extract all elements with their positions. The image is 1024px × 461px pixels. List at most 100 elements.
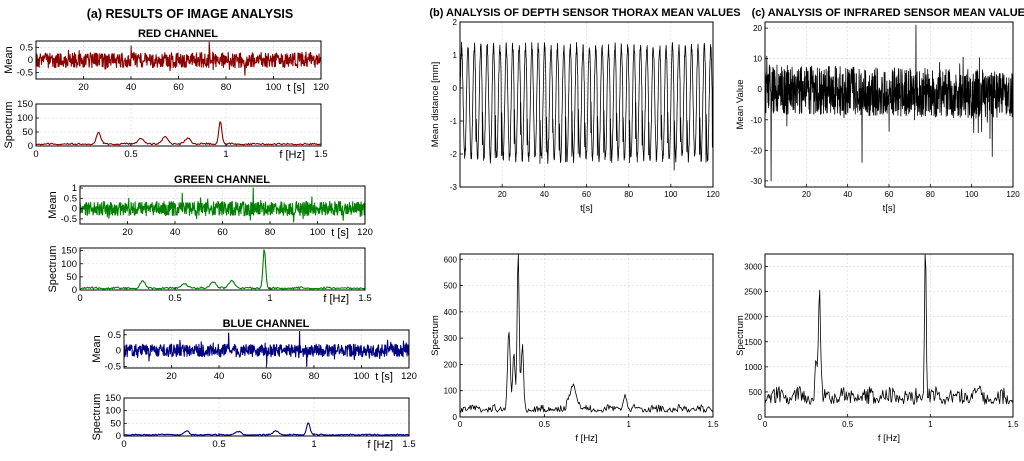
depth-time-xtick-label-3: 80 [624,190,633,199]
blue-mean-xlabel: t [s] [375,371,393,383]
green-spectrum-xtick-label-1: 0.5 [168,293,181,304]
green-mean-ytick-label-0: 1 [72,183,77,194]
blue-spectrum-ytick-label-2: 100 [105,406,121,417]
green-spectrum-ytick-label-0: 0 [72,285,77,296]
infrared-time-ytick-label-5: -30 [750,177,762,186]
red-mean-ytick-label-2: -0.5 [17,68,33,79]
infrared-spectrum-ytick-label-2: 1000 [744,363,762,372]
depth-time-xtick-label-1: 40 [540,190,549,199]
red-spectrum-ytick-label-3: 150 [17,99,33,110]
infrared-time-series-line [764,24,1014,182]
depth-time-chart: 20 40 60 80 100 120 2 1 0 -1 -2 -3 t[s] Mean distance… [430,18,720,214]
infrared-time-xtick-label-4: 100 [965,190,979,199]
green-spectrum-ytick-label-2: 100 [61,259,77,270]
depth-time-ytick-label-5: -3 [450,183,458,192]
green-mean-xtick-label-2: 60 [217,227,228,238]
infrared-time-xtick-label-0: 20 [802,190,811,199]
infrared-time-xlabel: t[s] [883,203,896,214]
red-spectrum-xlabel: f [Hz] [279,149,305,161]
depth-time-ytick-label-4: -2 [450,150,458,159]
depth-time-series-line [459,41,714,171]
blue-mean-xtick-label-0: 20 [166,371,177,382]
blue-mean-xtick-label-4: 100 [354,371,370,382]
infrared-time-ytick-label-1: 10 [753,55,762,64]
red-spectrum-xtick-label-2: 1 [223,149,228,160]
green-mean-xtick-label-5: 120 [357,227,373,238]
depth-spectrum-chart: 0 0.5 1 1.5 0 100 200 300 400 500 600 f [Hz] Spectru… [430,253,719,444]
infrared-spectrum-ytick-label-1: 500 [749,388,763,397]
infrared-spectrum-frame [764,253,1014,418]
red-mean-xtick-label-1: 40 [126,82,137,93]
infrared-time-ytick-label-2: 0 [758,85,763,94]
blue-spectrum-xtick-label-2: 1 [311,439,316,450]
depth-time-ytick-label-0: 2 [453,18,458,27]
blue-spectrum-ytick-label-1: 50 [110,418,121,429]
infrared-spectrum-xlabel: f [Hz] [878,433,900,444]
green-spectrum-ytick-label-1: 50 [66,272,77,283]
green-mean-xtick-label-3: 80 [265,227,276,238]
infrared-time-ylabel: Mean Value [735,80,746,130]
green-mean-xtick-label-0: 20 [122,227,133,238]
depth-time-ytick-label-1: 1 [453,51,458,60]
green-mean-xlabel: t [s] [331,227,349,239]
depth-time-xtick-label-4: 100 [664,190,678,199]
blue-spectrum-xtick-label-0: 0 [121,439,126,450]
red-spectrum-ylabel: Spectrum [3,101,15,148]
infrared-spectrum-chart: 0 0.5 1 1.5 0 500 1000 1500 2000 2500 3000 f [Hz] Sp… [735,253,1019,444]
infrared-time-ytick-label-0: 20 [753,24,762,33]
depth-spectrum-ytick-label-5: 500 [444,282,458,291]
panel-c-title: (c) ANALYSIS OF INFRARED SENSOR MEAN VAL… [752,7,1024,19]
red-mean-ytick-label-1: 0 [28,55,33,66]
red-spectrum-frame [35,103,322,147]
green-mean-ylabel: Mean [47,191,59,219]
depth-spectrum-xlabel: f [Hz] [575,433,597,444]
green-spectrum-xtick-label-3: 1.5 [358,293,371,304]
red-mean-xtick-label-3: 80 [221,82,232,93]
blue-spectrum-ytick-label-0: 0 [116,431,121,442]
blue-spectrum-series-line [123,422,410,436]
blue-spectrum-xtick-label-1: 0.5 [212,439,225,450]
green-mean-ytick-label-1: 0.5 [64,193,77,204]
infrared-spectrum-ytick-label-4: 2000 [744,313,762,322]
infrared-spectrum-xtick-label-2: 1 [928,420,933,429]
red-channel-title: RED CHANNEL [138,28,218,40]
green-spectrum-xtick-label-0: 0 [77,293,82,304]
green-mean-series-line [79,187,366,223]
green-mean-ytick-label-2: 0 [72,204,77,215]
green-spectrum-xtick-label-2: 1 [267,293,272,304]
depth-spectrum-ylabel: Spectrum [430,315,441,356]
depth-time-xtick-label-5: 120 [706,190,720,199]
blue-spectrum-xtick-label-3: 1.5 [402,439,415,450]
green-mean-xtick-label-4: 100 [310,227,326,238]
depth-spectrum-xtick-label-2: 1 [626,420,631,429]
depth-time-ytick-label-2: 0 [453,84,458,93]
red-mean-ylabel: Mean [3,46,15,74]
depth-spectrum-xtick-label-0: 0 [458,420,463,429]
infrared-spectrum-ytick-label-6: 3000 [744,263,762,272]
infrared-spectrum-xtick-label-0: 0 [763,420,768,429]
depth-spectrum-series-line [459,254,714,413]
panel-a-title: (a) RESULTS OF IMAGE ANALYSIS [87,7,294,21]
depth-spectrum-xtick-label-1: 0.5 [539,420,551,429]
blue-mean-series-line [123,331,410,367]
depth-spectrum-ytick-label-2: 200 [444,360,458,369]
depth-time-ylabel: Mean distance [mm] [430,62,441,148]
blue-mean-xtick-label-3: 80 [309,371,320,382]
red-mean-xtick-label-5: 120 [313,82,329,93]
red-mean-xtick-label-2: 60 [173,82,184,93]
infrared-time-xtick-label-2: 60 [885,190,894,199]
green-spectrum-ylabel: Spectrum [47,245,59,292]
red-spectrum-ytick-label-1: 50 [22,127,33,138]
red-mean-xlabel: t [s] [287,82,305,94]
blue-mean-ytick-label-1: 0 [116,346,121,357]
red-mean-ytick-label-0: 0.5 [20,42,33,53]
depth-spectrum-ytick-label-3: 300 [444,334,458,343]
blue-spectrum-ytick-label-3: 150 [105,393,121,404]
infrared-time-ytick-label-4: -20 [750,146,762,155]
red-mean-xtick-label-0: 20 [78,82,89,93]
green-mean-chart: 20 40 60 80 100 120 10.50-0.5 t [s] Mean [47,183,373,239]
infrared-spectrum-ylabel: Spectrum [735,315,746,356]
depth-spectrum-ytick-label-1: 100 [444,387,458,396]
